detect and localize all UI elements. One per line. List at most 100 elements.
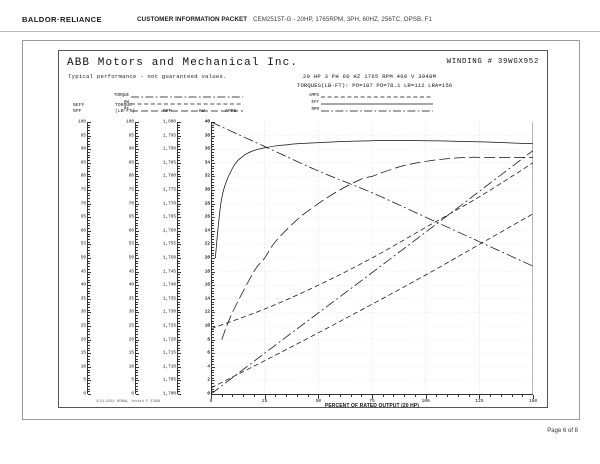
y-tick-minor bbox=[212, 317, 214, 319]
y-tick-label: 20 bbox=[128, 337, 134, 343]
y-tick-minor bbox=[136, 252, 138, 254]
y-tick-label: 15 bbox=[80, 350, 86, 356]
y-tick-minor bbox=[212, 372, 214, 374]
x-tick-minor bbox=[221, 395, 223, 398]
y-tick-label: 90 bbox=[128, 146, 134, 152]
y-tick-minor bbox=[212, 345, 214, 347]
y-tick-minor bbox=[88, 222, 90, 224]
y-tick-minor bbox=[136, 236, 138, 238]
y-tick bbox=[178, 162, 181, 164]
y-tick-minor bbox=[212, 241, 214, 243]
y-tick-minor bbox=[136, 263, 138, 265]
x-tick bbox=[211, 395, 212, 399]
y-tick bbox=[136, 312, 139, 314]
y-tick bbox=[178, 244, 181, 246]
y-tick-minor bbox=[178, 143, 180, 145]
y-tick-label: 95 bbox=[128, 133, 134, 139]
y-tick-minor bbox=[212, 306, 214, 308]
y-tick-label: 1,785 bbox=[162, 160, 176, 166]
y-tick-minor bbox=[178, 255, 180, 257]
page-number: Page 6 of 8 bbox=[547, 428, 578, 434]
y-tick-label: 22 bbox=[204, 241, 210, 247]
y-tick-minor bbox=[212, 211, 214, 213]
y-tick-minor bbox=[88, 206, 90, 208]
y-tick-label: 1,750 bbox=[162, 255, 176, 261]
y-tick-minor bbox=[88, 287, 90, 289]
y-tick-minor bbox=[178, 124, 180, 126]
y-tick-minor bbox=[178, 222, 180, 224]
y-tick-minor bbox=[88, 132, 90, 134]
y-tick-minor bbox=[212, 165, 214, 167]
y-tick bbox=[88, 366, 91, 368]
y-tick bbox=[136, 271, 139, 273]
y-axis-0: 100 95 90 85 80 75 70 65 60 55 50 45 40 35 30 25 20 15 10 5… bbox=[78, 120, 91, 397]
y-tick-minor bbox=[178, 247, 180, 249]
curve-torque bbox=[211, 150, 533, 394]
curve-pf bbox=[221, 156, 533, 340]
y-tick-minor bbox=[136, 334, 138, 336]
y-tick bbox=[212, 203, 215, 205]
y-tick-minor bbox=[136, 127, 138, 129]
y-tick-minor bbox=[136, 225, 138, 227]
y-tick-minor bbox=[88, 143, 90, 145]
y-tick-minor bbox=[212, 266, 214, 268]
y-tick-minor bbox=[136, 200, 138, 202]
y-tick-minor bbox=[178, 219, 180, 221]
y-tick-minor bbox=[178, 206, 180, 208]
y-tick-minor bbox=[136, 358, 138, 360]
y-tick-minor bbox=[136, 277, 138, 279]
y-tick-minor bbox=[178, 157, 180, 159]
x-tick-minor bbox=[436, 395, 438, 398]
y-tick-minor bbox=[136, 342, 138, 344]
y-tick-minor bbox=[136, 143, 138, 145]
y-tick-minor bbox=[136, 290, 138, 292]
y-tick-minor bbox=[88, 388, 90, 390]
axis-header-4: AMPS bbox=[225, 108, 237, 114]
y-tick-minor bbox=[88, 315, 90, 317]
y-tick bbox=[136, 285, 139, 287]
y-tick-label: 85 bbox=[128, 160, 134, 166]
y-tick-minor bbox=[88, 238, 90, 240]
y-tick-minor bbox=[88, 309, 90, 311]
y-tick-minor bbox=[88, 323, 90, 325]
legend-label: PF bbox=[123, 108, 129, 112]
y-tick bbox=[178, 217, 181, 219]
y-tick-minor bbox=[88, 252, 90, 254]
y-tick-minor bbox=[88, 374, 90, 376]
y-tick-minor bbox=[136, 364, 138, 366]
y-tick-minor bbox=[136, 165, 138, 167]
y-tick-minor bbox=[88, 195, 90, 197]
y-tick bbox=[212, 230, 215, 232]
y-tick-minor bbox=[212, 143, 214, 145]
y-tick-minor bbox=[136, 124, 138, 126]
packet-label: CUSTOMER INFORMATION PACKET bbox=[137, 15, 248, 23]
y-tick-minor bbox=[212, 198, 214, 200]
y-tick bbox=[88, 162, 91, 164]
y-tick-minor bbox=[136, 157, 138, 159]
y-tick-label: 8 bbox=[207, 337, 210, 343]
y-tick-label: 30 bbox=[128, 309, 134, 315]
y-tick-minor bbox=[136, 141, 138, 143]
y-tick-minor bbox=[88, 233, 90, 235]
y-tick bbox=[212, 162, 215, 164]
x-tick-minor bbox=[339, 395, 341, 398]
y-tick-label: 16 bbox=[204, 282, 210, 288]
y-tick-label: 10 bbox=[204, 323, 210, 329]
y-tick-minor bbox=[212, 301, 214, 303]
legend-line bbox=[321, 110, 433, 112]
y-tick-minor bbox=[212, 170, 214, 172]
y-tick bbox=[88, 122, 91, 123]
y-tick-minor bbox=[212, 222, 214, 224]
y-tick-minor bbox=[136, 184, 138, 186]
y-tick-minor bbox=[178, 350, 180, 352]
x-tick-minor bbox=[350, 395, 352, 398]
y-tick-minor bbox=[178, 141, 180, 143]
y-tick-minor bbox=[178, 320, 180, 322]
y-tick-minor bbox=[212, 168, 214, 170]
y-tick-minor bbox=[212, 377, 214, 379]
y-tick-minor bbox=[212, 200, 214, 202]
y-tick-minor bbox=[88, 274, 90, 276]
y-tick-minor bbox=[88, 225, 90, 227]
y-tick bbox=[88, 258, 91, 259]
y-tick-minor bbox=[178, 187, 180, 189]
